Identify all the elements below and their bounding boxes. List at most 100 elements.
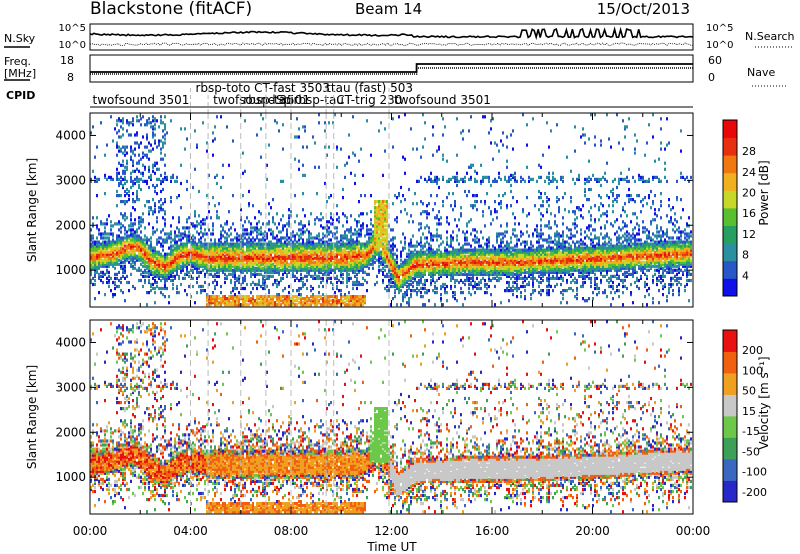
power-cell [196, 276, 198, 280]
power-cell [122, 177, 124, 181]
power-cell [272, 299, 274, 303]
power-cell [170, 264, 172, 268]
power-cell [186, 252, 188, 256]
power-cell [254, 282, 256, 287]
power-cell [176, 175, 178, 179]
power-cell [382, 256, 384, 260]
power-cell [150, 256, 152, 260]
power-cell [448, 222, 450, 226]
power-cell [226, 266, 228, 270]
power-cell [126, 252, 128, 256]
power-cell [326, 200, 328, 204]
power-cell [284, 254, 286, 258]
power-cell [128, 224, 130, 228]
power-cell [234, 262, 236, 266]
power-cell [98, 272, 100, 276]
power-cell [266, 274, 268, 278]
power-cell [214, 238, 216, 242]
power-cell [252, 272, 254, 276]
power-cell [266, 256, 268, 260]
power-cell [144, 242, 146, 246]
power-cell [138, 159, 140, 163]
power-cell [376, 200, 378, 204]
power-cell [292, 272, 294, 276]
power-cell [158, 286, 160, 291]
power-cell [130, 240, 132, 244]
power-cell [124, 202, 126, 206]
power-cell [360, 194, 362, 198]
power-cell [216, 216, 218, 220]
power-cell [146, 274, 148, 278]
power-cell [144, 274, 146, 278]
power-cell [232, 301, 234, 305]
power-cell [470, 293, 472, 297]
power-cell [248, 202, 250, 206]
power-cell [200, 242, 202, 246]
power-cell [242, 260, 244, 264]
power-cell [152, 212, 154, 216]
power-cell [178, 252, 180, 256]
power-cell [152, 266, 154, 270]
power-cell [172, 258, 174, 262]
power-cell [90, 242, 92, 246]
power-cell [422, 202, 424, 206]
power-cell [370, 262, 372, 266]
power-cell [110, 175, 112, 179]
power-cell [250, 222, 252, 226]
power-cell [182, 256, 184, 260]
power-cell [232, 270, 234, 274]
power-cell [134, 230, 136, 234]
power-cell [150, 252, 152, 256]
power-cell [186, 254, 188, 258]
power-cell [100, 220, 102, 224]
power-cell [438, 222, 440, 226]
power-cell [232, 303, 234, 307]
power-cell [262, 222, 264, 226]
power-cell [92, 258, 94, 262]
power-cell [90, 258, 92, 262]
power-cell [146, 260, 148, 264]
power-cell [204, 232, 206, 236]
power-cell [292, 234, 294, 238]
power-cell [170, 270, 172, 274]
power-cell [158, 256, 160, 260]
power-cell [346, 220, 348, 224]
power-cell [132, 254, 134, 258]
power-cell [178, 274, 180, 278]
power-cell [442, 204, 444, 208]
power-cell [224, 299, 226, 303]
power-cell [474, 280, 476, 285]
nsky-label: N.Sky [4, 32, 36, 45]
power-cell [202, 254, 204, 258]
power-cell [304, 129, 306, 133]
power-cell [104, 252, 106, 256]
power-cell [146, 256, 148, 260]
power-cell [254, 303, 256, 307]
power-cell [356, 295, 358, 299]
power-cell [310, 232, 312, 236]
power-cell [198, 274, 200, 278]
power-cell [288, 299, 290, 303]
power-cell [350, 214, 352, 218]
power-cell [212, 256, 214, 260]
power-cell [112, 244, 114, 248]
power-cell [364, 194, 366, 198]
power-cell [302, 163, 304, 167]
power-cell [90, 177, 92, 181]
power-cell [106, 143, 108, 147]
power-cell [268, 242, 270, 246]
power-cell [216, 248, 218, 252]
power-cell [212, 242, 214, 246]
power-cell [260, 155, 262, 159]
power-cell [228, 244, 230, 248]
power-cell [176, 272, 178, 276]
power-cell [148, 238, 150, 242]
power-cell [232, 139, 234, 143]
power-cell [150, 173, 152, 177]
power-cell [310, 299, 312, 303]
power-cell [456, 278, 458, 283]
power-cell [432, 153, 434, 157]
power-cell [246, 303, 248, 307]
power-cell [176, 268, 178, 272]
power-cell [460, 131, 462, 135]
